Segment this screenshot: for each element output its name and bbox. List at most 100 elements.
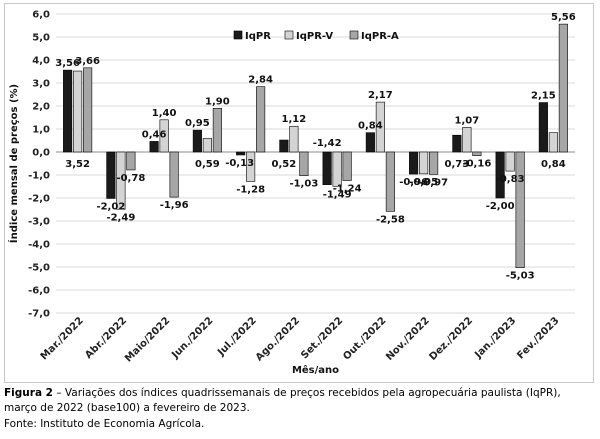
bar-iqpr-v [462,127,472,153]
y-tick-label: -5,0 [28,263,50,274]
bar-iqpr [452,134,462,153]
y-tick-label: 0,0 [32,148,50,159]
data-label: -1,49 [323,189,352,200]
y-tick-label: 2,0 [32,102,50,113]
bar-iqpr-v [289,125,299,153]
figure-caption-text: – Variações dos índices quadrissemanais … [4,387,561,414]
bar-iqpr [322,151,332,185]
bar-iqpr-a [472,151,482,156]
y-tick-label: 4,0 [32,56,50,67]
figure-source: Fonte: Instituto de Economia Agrícola. [4,418,205,430]
data-label: 0,95 [185,118,210,129]
data-label: -1,28 [236,184,265,195]
bar-iqpr-a [169,151,179,198]
data-label: 0,52 [272,159,297,170]
y-tick-label: 5,0 [32,33,50,44]
data-label: -1,96 [160,200,189,211]
bar-iqpr-v [375,101,385,153]
y-tick-label: -2,0 [28,194,50,205]
legend-label: IqPR-V [296,31,333,42]
data-label: -0,97 [419,177,448,188]
bar-iqpr [236,151,246,156]
data-label: -2,49 [106,212,135,223]
data-label: 2,84 [248,75,273,86]
bar-iqpr-v [246,151,256,182]
bar-iqpr-v [332,151,342,187]
data-label: -1,03 [289,179,318,190]
data-label: -0,78 [116,173,145,184]
x-category-label: Set./2022 [299,315,345,361]
bar-iqpr [365,132,375,153]
y-tick-label: -1,0 [28,171,50,182]
bar-iqpr-a [429,151,439,175]
x-category-label: Ago./2022 [254,315,302,363]
data-label: 5,56 [551,12,576,23]
bar-iqpr-a [515,151,525,268]
y-tick-label: -6,0 [28,286,50,297]
data-label: -0,95 [409,177,438,188]
data-label: 1,07 [455,115,480,126]
data-label: -2,58 [376,214,405,225]
y-tick-label: -4,0 [28,240,50,251]
legend-swatch-iqpr-v [284,30,294,40]
bar-iqpr [279,139,289,153]
data-label: 0,84 [541,159,566,170]
data-label: -0,83 [496,174,525,185]
data-label: -1,42 [313,138,342,149]
data-label: -0,96 [399,177,428,188]
figure-label: Figura 2 [4,387,53,399]
legend-label: IqPR-A [361,31,399,42]
bar-iqpr-a [299,151,309,176]
legend-swatch-iqpr [233,30,243,40]
x-category-label: Jan./2023 [472,315,518,361]
data-label: 3,66 [75,56,100,67]
bar-iqpr-a [385,151,395,212]
bar-iqpr-a [558,23,568,153]
chart-frame: -7,0 -6,0 -5,0 -4,0 -3,0 -2,0 -1,0 0,0 1,0 2,0 3,0… [4,3,594,383]
bar-iqpr-a [126,151,136,171]
bar-iqpr [495,151,505,199]
y-axis-title: Índice mensal de preços (%) [7,84,20,243]
data-label: 3,56 [55,58,80,69]
bar-iqpr [192,129,202,153]
bar-iqpr [538,102,548,153]
x-category-label: Jun./2022 [169,315,215,361]
bar-iqpr [106,151,116,199]
bar-iqpr [63,69,73,153]
data-label: 0,46 [142,129,167,140]
legend-swatch-iqpr-a [349,30,359,40]
data-label: -1,24 [333,184,362,195]
x-category-label: Fev./2023 [515,315,561,361]
data-label: 0,84 [358,121,383,132]
data-label: -0,16 [462,159,491,170]
bar-iqpr-v [419,151,429,175]
data-label: 1,12 [282,114,307,125]
y-tick-label: 3,0 [32,79,50,90]
bar-iqpr [149,141,159,153]
x-category-label: Jul./2022 [215,315,259,359]
data-label: -2,00 [486,201,515,212]
bar-chart: -7,0 -6,0 -5,0 -4,0 -3,0 -2,0 -1,0 0,0 1,0 2,0 3,0… [7,10,576,377]
x-category-label: Abr./2022 [83,315,129,361]
data-label: 2,17 [368,90,393,101]
bar-iqpr [409,151,419,175]
y-tick-label: 6,0 [32,10,50,21]
bar-iqpr-a [212,108,222,153]
y-tick-label: -3,0 [28,217,50,228]
bar-iqpr-v [548,132,558,153]
data-label: -0,13 [225,158,254,169]
data-label: 0,59 [195,159,220,170]
data-label: -2,02 [96,201,125,212]
x-category-label: Mar./2022 [39,315,86,362]
y-tick-label: -7,0 [28,309,50,320]
bar-iqpr-v [202,138,212,153]
data-label: 0,73 [445,159,470,170]
data-label: 2,15 [531,91,556,102]
x-category-label: Maio/2022 [123,315,172,364]
figure-caption: Figura 2 – Variações dos índices quadris… [4,386,594,416]
legend-label: IqPR [245,31,271,42]
x-category-label: Dez./2022 [427,315,475,363]
bar-iqpr-a [256,86,266,153]
bar-iqpr-a [342,151,352,181]
